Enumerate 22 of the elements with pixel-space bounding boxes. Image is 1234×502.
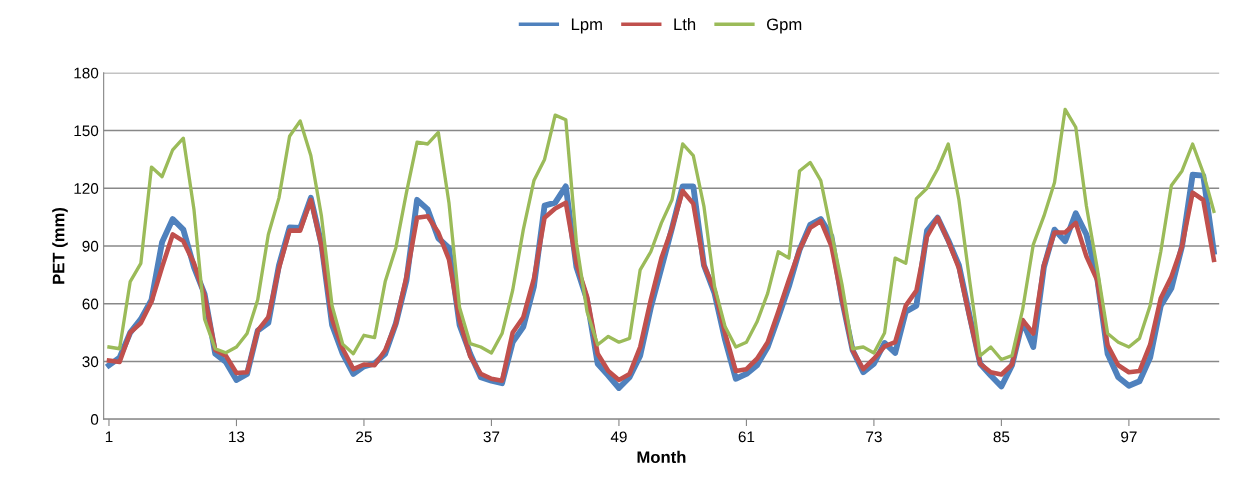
y-tick-label: 0: [90, 414, 99, 425]
y-tick-label: 150: [74, 125, 99, 137]
legend-label: Gpm: [767, 18, 802, 34]
line-series: [107, 107, 1216, 362]
x-tick-label: 61: [738, 431, 755, 443]
y-axis-title: PET (mm): [52, 207, 68, 284]
legend-label: Lth: [674, 18, 696, 31]
x-tick-label: 85: [993, 431, 1010, 443]
legend-label: Lpm: [571, 18, 602, 34]
x-tick-label: 1: [105, 431, 113, 443]
x-axis-title: Month: [637, 450, 686, 464]
y-tick-label: 30: [82, 356, 99, 368]
x-tick-label: 49: [610, 431, 627, 443]
y-tick-label: 120: [74, 183, 99, 194]
x-tick-label: 25: [356, 431, 372, 443]
y-tick-label: 90: [82, 240, 99, 252]
x-tick-label: 37: [483, 431, 500, 443]
x-tick-label: 97: [1121, 431, 1137, 443]
y-tick-label: 180: [74, 67, 99, 79]
x-tick-label: 13: [229, 431, 245, 443]
y-tick-label: 60: [82, 298, 99, 310]
x-tick-label: 73: [866, 431, 882, 443]
